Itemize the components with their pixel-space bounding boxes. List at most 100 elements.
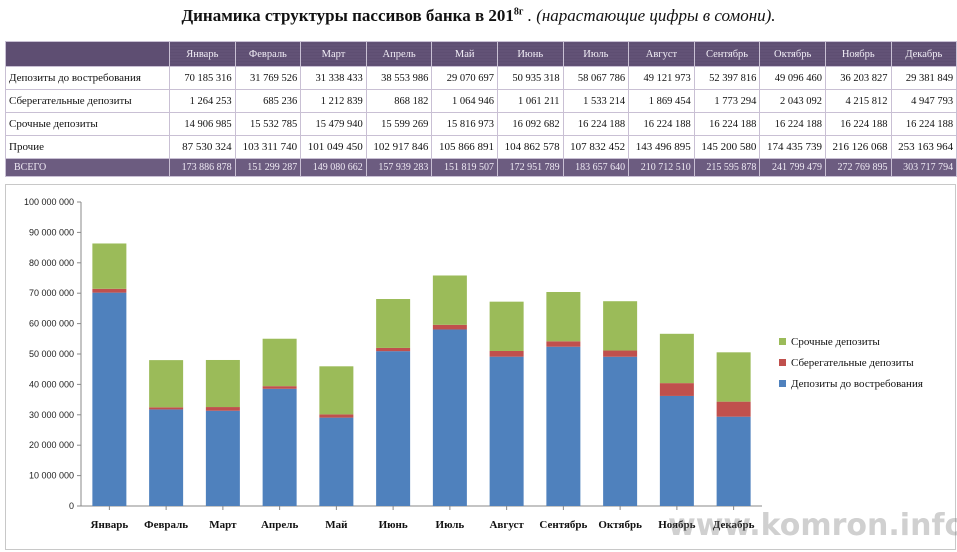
- bar-segment: [489, 356, 524, 506]
- legend-swatch: [779, 380, 786, 387]
- bar-segment: [319, 417, 354, 506]
- bar-segment: [546, 291, 581, 342]
- total-cell: 303 717 794: [890, 158, 957, 177]
- title-main: Динамика структуры пассивов банка в 201: [181, 6, 514, 25]
- table-cell: 174 435 739: [759, 135, 826, 159]
- month-header: Август: [628, 41, 695, 67]
- bar-segment: [376, 351, 411, 506]
- table-cell: 868 182: [365, 89, 433, 113]
- table-cell: 105 866 891: [431, 135, 498, 159]
- bar-segment: [716, 416, 751, 506]
- table-cell: 16 092 682: [496, 112, 564, 136]
- table-cell: 16 224 188: [562, 112, 630, 136]
- table-cell: 685 236: [234, 89, 302, 113]
- bar-segment: [205, 407, 240, 411]
- bar-segment: [659, 333, 694, 384]
- bar-segment: [262, 338, 297, 387]
- table-cell: 14 906 985: [169, 112, 236, 136]
- table-cell: 16 224 188: [693, 112, 761, 136]
- bar-segment: [489, 301, 524, 351]
- x-tick-label: Февраль: [144, 519, 188, 531]
- table-row: Сберегательные депозиты 1 264 253 685 236 1…: [5, 89, 957, 113]
- table-cell: 1 533 214: [562, 89, 630, 113]
- table-cell: 50 935 318: [496, 66, 564, 90]
- data-table: Январь Февраль Март Апрель Май Июнь Июль Август…: [5, 41, 957, 177]
- month-header: Апрель: [365, 41, 433, 67]
- bar-segment: [92, 288, 127, 293]
- row-label: Сберегательные депозиты: [5, 89, 170, 113]
- x-tick-label: Январь: [91, 519, 129, 531]
- table-cell: 29 381 849: [890, 66, 957, 90]
- legend-swatch: [779, 359, 786, 366]
- month-header: Октябрь: [759, 41, 826, 67]
- x-tick-label: Декабрь: [713, 519, 755, 531]
- total-cell: 215 595 878: [693, 158, 761, 177]
- table-cell: 1 773 294: [693, 89, 761, 113]
- table-cell: 52 397 816: [693, 66, 761, 90]
- bar-segment: [262, 386, 297, 389]
- bar-segment: [546, 341, 581, 347]
- table-cell: 49 096 460: [759, 66, 826, 90]
- x-tick-label: Июнь: [379, 519, 408, 531]
- title-note: . (нарастающие цифры в сомони).: [523, 6, 776, 25]
- total-cell: 149 080 662: [300, 158, 367, 177]
- table-cell: 16 224 188: [824, 112, 892, 136]
- month-header: Сентябрь: [693, 41, 761, 67]
- y-tick-label: 40 000 000: [29, 379, 74, 389]
- table-cell: 4 215 812: [824, 89, 892, 113]
- y-tick-label: 90 000 000: [29, 227, 74, 237]
- table-cell: 1 869 454: [628, 89, 695, 113]
- table-cell: 103 311 740: [234, 135, 302, 159]
- watermark: www.komron.info: [668, 508, 957, 543]
- month-header: Февраль: [234, 41, 302, 67]
- legend-label: Депозиты до востребования: [791, 378, 923, 390]
- total-cell: 183 657 640: [562, 158, 630, 177]
- total-row: ВСЕГО 173 886 878 151 299 287 149 080 662 15…: [5, 158, 957, 177]
- total-cell: 151 299 287: [234, 158, 302, 177]
- x-tick-label: Июль: [436, 519, 465, 531]
- table-cell: 70 185 316: [169, 66, 236, 90]
- bar-segment: [659, 395, 694, 506]
- bar-segment: [149, 407, 184, 410]
- month-header: Март: [300, 41, 367, 67]
- bar-segment: [319, 366, 354, 415]
- total-cell: 151 819 507: [431, 158, 498, 177]
- row-label: Срочные депозиты: [5, 112, 170, 136]
- total-cell: 272 769 895: [824, 158, 892, 177]
- table-cell: 38 553 986: [365, 66, 433, 90]
- total-label: ВСЕГО: [5, 158, 170, 177]
- x-tick-label: Апрель: [261, 519, 298, 531]
- bar-segment: [205, 359, 240, 408]
- month-header: Ноябрь: [824, 41, 892, 67]
- bar-segment: [603, 356, 638, 506]
- x-tick-label: Октябрь: [598, 519, 642, 531]
- bar-segment: [603, 350, 638, 357]
- table-cell: 143 496 895: [628, 135, 695, 159]
- table-cell: 1 212 839: [300, 89, 367, 113]
- bar-segment: [716, 352, 751, 402]
- table-row: Депозиты до востребования 70 185 316 31 76…: [5, 66, 957, 90]
- y-tick-label: 10 000 000: [29, 471, 74, 481]
- total-cell: 210 712 510: [628, 158, 695, 177]
- bar-segment: [432, 275, 467, 325]
- table-cell: 15 479 940: [300, 112, 367, 136]
- x-tick-label: Ноябрь: [658, 519, 695, 531]
- bar-segment: [92, 292, 127, 506]
- table-cell: 16 224 188: [890, 112, 957, 136]
- y-tick-label: 60 000 000: [29, 319, 74, 329]
- table-cell: 58 067 786: [562, 66, 630, 90]
- bar-segment: [319, 414, 354, 418]
- y-tick-label: 0: [69, 501, 74, 511]
- table-cell: 107 832 452: [562, 135, 630, 159]
- table-cell: 49 121 973: [628, 66, 695, 90]
- table-cell: 145 200 580: [693, 135, 761, 159]
- y-tick-label: 30 000 000: [29, 410, 74, 420]
- bar-segment: [262, 388, 297, 506]
- title-year-suffix: 8г: [513, 6, 524, 18]
- bar-segment: [149, 409, 184, 506]
- table-cell: 1 264 253: [169, 89, 236, 113]
- table-cell: 104 862 578: [496, 135, 564, 159]
- month-header: Декабрь: [890, 41, 957, 67]
- table-cell: 1 064 946: [431, 89, 498, 113]
- bar-segment: [659, 383, 694, 396]
